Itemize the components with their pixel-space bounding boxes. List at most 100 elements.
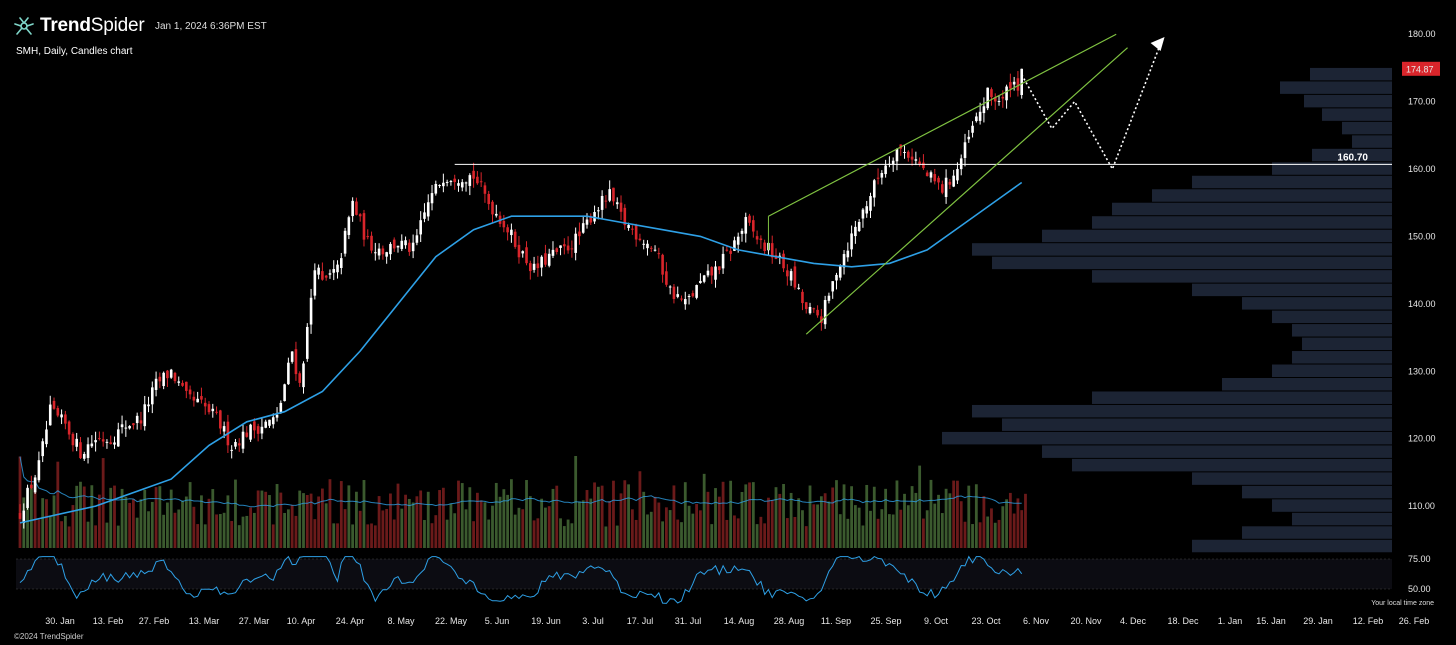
candle-down <box>793 266 797 288</box>
volume-bar <box>351 524 355 548</box>
volume-bar <box>736 518 740 548</box>
candle-up <box>850 233 853 250</box>
candle-up <box>706 270 710 276</box>
volume-bar <box>366 524 370 548</box>
candle-down <box>370 235 373 251</box>
moving-average <box>19 181 1023 524</box>
candle-down <box>101 439 105 442</box>
candle-down <box>517 244 521 258</box>
volume-bar <box>642 491 646 548</box>
volume-bar <box>177 509 181 548</box>
candle-down <box>619 202 623 212</box>
volume-bar <box>676 519 680 548</box>
candle-up <box>975 116 978 122</box>
volume-bar <box>120 488 124 548</box>
volume-bar <box>933 503 937 548</box>
volume-bar <box>472 521 475 548</box>
candle-down <box>566 245 570 251</box>
volume-bar <box>876 518 880 548</box>
chart-subtitle: SMH, Daily, Candles chart <box>16 46 133 57</box>
volume-bar <box>29 484 33 548</box>
candle-up <box>423 212 426 219</box>
candle-down <box>589 216 593 223</box>
candle-up <box>124 427 128 429</box>
volume-bar <box>60 521 63 548</box>
volume-bar <box>963 521 967 548</box>
candle-down <box>71 433 75 446</box>
candle-up <box>290 351 294 362</box>
candle-up <box>827 295 831 301</box>
time-tick-label: 8. May <box>387 616 415 626</box>
candle-down <box>472 170 475 179</box>
candle-down <box>907 151 910 158</box>
brand-logo[interactable]: TrendSpider <box>14 14 145 38</box>
candle-up <box>857 221 861 231</box>
volume-bar <box>396 483 400 548</box>
brand-name: TrendSpider <box>40 15 145 37</box>
candle-down <box>925 172 929 177</box>
brand-bold: Trend <box>40 15 91 36</box>
volume-bar <box>850 486 853 548</box>
volume-bar <box>906 505 910 548</box>
candle-up <box>653 249 657 251</box>
candle-up <box>460 182 464 188</box>
volume-bar <box>286 509 290 548</box>
time-tick-label: 23. Oct <box>971 616 1001 626</box>
candle-down <box>804 302 808 309</box>
volume-bar <box>767 497 770 548</box>
candle-up <box>559 245 562 248</box>
price-axis: 180.00 170.00 160.00 150.00 140.00 130.00 120.… <box>1402 29 1440 511</box>
candle-down <box>502 220 506 228</box>
time-tick-label: 14. Aug <box>724 616 755 626</box>
candle-up <box>128 426 131 429</box>
volume-bar <box>475 492 479 548</box>
volume-bar <box>218 514 222 548</box>
volume-bar <box>411 502 415 548</box>
volume-bar <box>154 487 158 548</box>
candle-up <box>332 269 336 273</box>
volume-bar <box>823 493 827 548</box>
time-tick-label: 20. Nov <box>1070 616 1102 626</box>
candle-up <box>389 243 392 255</box>
volume-bar <box>143 489 147 548</box>
candle-up <box>1020 68 1023 96</box>
candle-up <box>778 255 782 257</box>
volume-bar <box>853 505 857 548</box>
candle-down <box>786 270 789 277</box>
candle-down <box>321 271 324 280</box>
volume-bar <box>740 492 744 548</box>
volume-bar <box>18 456 22 548</box>
volume-bar <box>241 516 245 548</box>
volume-bar <box>283 512 286 548</box>
candle-down <box>910 156 914 160</box>
volume-bar <box>763 523 767 548</box>
candle-up <box>41 441 44 457</box>
profile-bar <box>1152 189 1392 202</box>
candle-up <box>997 100 1001 102</box>
volume-bar <box>729 480 733 548</box>
volume-bar <box>986 516 990 548</box>
volume-bar <box>997 519 1001 548</box>
candle-up <box>683 299 687 305</box>
volume-bar <box>200 495 203 548</box>
candle-up <box>275 414 279 418</box>
candle-down <box>918 161 921 165</box>
candle-up <box>646 243 649 249</box>
volume-bar <box>914 492 918 548</box>
volume-bar <box>188 482 192 548</box>
profile-bar <box>1072 458 1392 472</box>
candle-up <box>45 429 48 445</box>
candle-down <box>245 432 249 437</box>
volume-bar <box>252 512 256 548</box>
candle-up <box>196 398 199 403</box>
candle-up <box>400 240 404 249</box>
candle-down <box>657 253 661 255</box>
volume-bar <box>683 482 687 548</box>
volume-bar <box>124 496 128 548</box>
candle-down <box>188 389 192 395</box>
candle-up <box>846 250 850 258</box>
volume-bar <box>479 500 483 548</box>
volume-bar <box>305 495 309 548</box>
volume-bar <box>313 519 317 548</box>
